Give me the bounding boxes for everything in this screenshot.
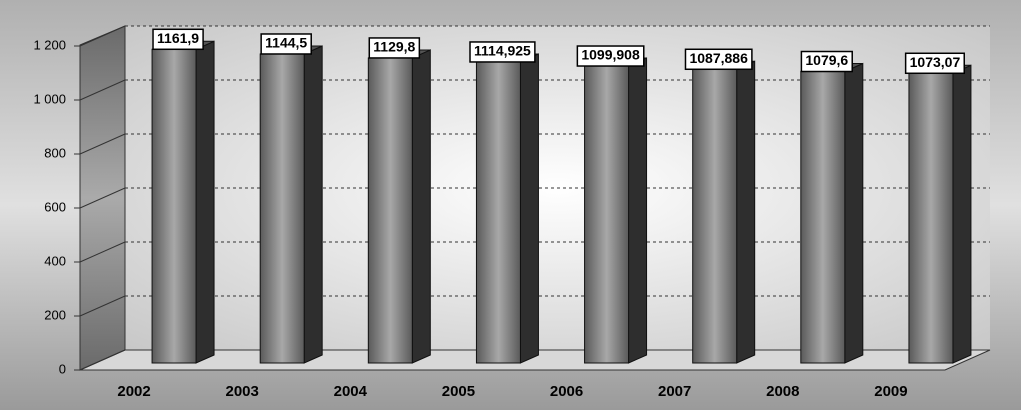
wall-grid-line [79,241,126,263]
bar-side [628,57,648,364]
x-tick-label: 2008 [766,383,799,400]
bar [259,53,305,364]
value-label-box [260,33,312,55]
bar-side [736,60,756,364]
bar-side [519,53,539,364]
wall-grid-line [79,349,126,371]
value-label: 1087,886 [689,50,748,66]
value-label-box [152,28,204,51]
value-label-box [684,48,753,71]
value-label: 1099,908 [581,47,640,63]
value-label-box [904,52,965,75]
bar [908,72,954,364]
value-label: 1161,9 [157,30,199,46]
x-tick-label: 2005 [442,383,475,400]
x-tick-label: 2009 [874,383,907,400]
y-tick-label: 1 200 [33,37,66,52]
bar [475,61,521,364]
x-tick-label: 2007 [658,383,691,400]
bar [151,48,197,364]
y-tick-label: 200 [44,307,66,322]
y-tick-label: 400 [44,253,66,268]
wall-grid-line [79,79,126,101]
wall-grid-line [79,133,126,155]
bar [584,65,630,364]
x-tick-label: 2004 [334,383,368,400]
value-label-box [576,45,645,67]
x-tick-label: 2002 [117,383,150,400]
x-tick-label: 2003 [226,383,259,400]
value-label: 1114,925 [474,43,531,59]
value-label: 1079,6 [805,52,848,68]
value-label: 1073,07 [910,54,961,70]
y-tick-label: 600 [44,199,66,214]
bar-side [844,62,864,364]
wall-grid-line [79,187,126,209]
bar-side [303,45,323,364]
bar-side [411,49,431,364]
bar [800,71,846,364]
bar-side [952,64,972,364]
plot: 0 200 400 600 800 1 000 1 200 2002 1161,9 2003 114… [33,25,990,400]
y-tick-label: 800 [44,145,66,160]
value-label-box [800,50,853,73]
x-tick-label: 2006 [550,383,583,400]
y-tick-label: 0 [59,361,66,376]
y-tick-label: 1 000 [33,91,66,106]
value-label-box [368,37,421,59]
bar-side [195,40,215,364]
value-label-box [469,41,536,63]
wall-grid-line [79,295,126,317]
bar [367,57,413,364]
wall-grid-line [79,25,126,47]
value-label: 1144,5 [265,35,307,51]
value-label: 1129,8 [373,39,415,55]
bar [692,68,738,364]
